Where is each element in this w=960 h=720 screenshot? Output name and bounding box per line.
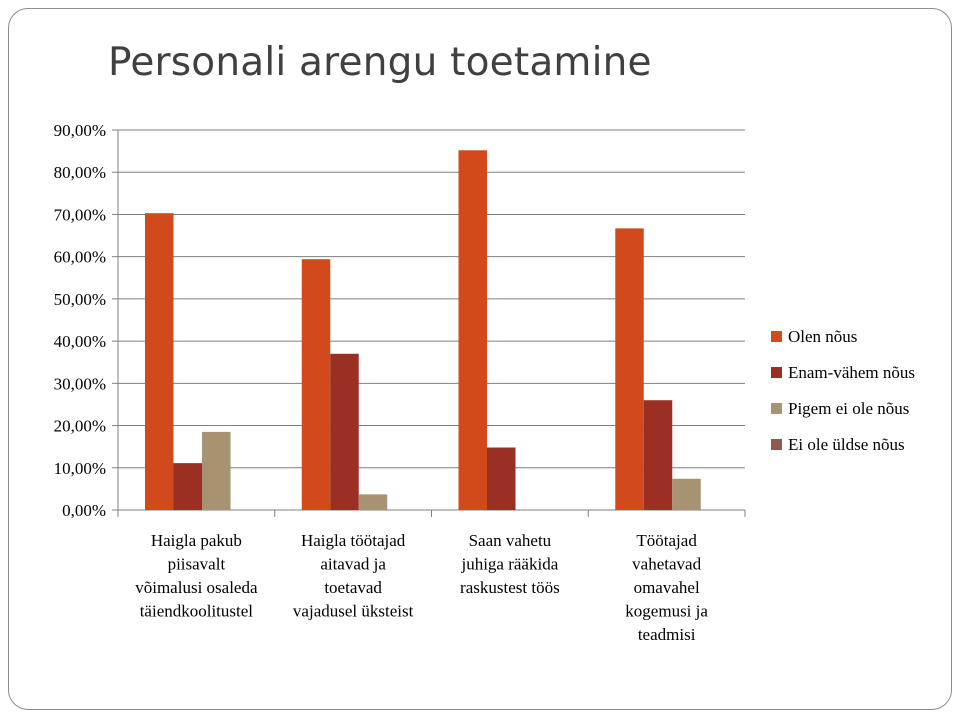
legend-swatch — [771, 331, 782, 342]
y-tick-label: 40,00% — [54, 332, 106, 351]
y-tick-label: 90,00% — [54, 121, 106, 140]
category-label: vahetavad — [632, 555, 701, 574]
category-label: Haigla pakub — [151, 531, 242, 550]
category-label: omavahel — [634, 578, 700, 597]
category-label: täiendkoolitustel — [140, 602, 254, 621]
category-label: Töötajad — [636, 531, 697, 550]
y-tick-label: 80,00% — [54, 163, 106, 182]
legend-swatch — [771, 403, 782, 414]
category-label: aitavad ja — [320, 555, 386, 574]
bar — [202, 431, 231, 510]
category-label: kogemusi ja — [625, 602, 708, 621]
category-label: juhiga rääkida — [460, 555, 558, 574]
category-label: võimalusi osaleda — [135, 578, 258, 597]
legend-label: Enam-vähem nõus — [788, 363, 915, 382]
bar — [672, 478, 701, 510]
bar — [173, 463, 202, 510]
legend-label: Olen nõus — [788, 327, 857, 346]
bar — [358, 494, 388, 510]
y-tick-label: 20,00% — [54, 417, 106, 436]
bar — [643, 400, 673, 510]
bar — [458, 150, 487, 510]
category-label: piisavalt — [168, 555, 226, 574]
legend-swatch — [771, 439, 782, 450]
legend-swatch — [771, 367, 782, 378]
category-label: teadmisi — [638, 625, 696, 644]
category-label: toetavad — [324, 578, 382, 597]
legend-label: Ei ole üldse nõus — [788, 435, 905, 454]
bar — [301, 259, 331, 510]
category-label: Haigla töötajad — [301, 531, 406, 550]
slide-title: Personali arengu toetamine — [108, 40, 652, 85]
bar — [145, 213, 174, 510]
y-tick-label: 0,00% — [62, 501, 106, 520]
y-tick-label: 50,00% — [54, 290, 106, 309]
category-label: vajadusel üksteist — [293, 602, 414, 621]
category-label: raskustest töös — [460, 578, 560, 597]
y-tick-label: 70,00% — [54, 205, 106, 224]
bar — [615, 228, 644, 510]
bar — [330, 353, 359, 510]
y-tick-label: 10,00% — [54, 459, 106, 478]
y-tick-label: 30,00% — [54, 374, 106, 393]
category-label: Saan vahetu — [469, 531, 552, 550]
legend-label: Pigem ei ole nõus — [788, 399, 909, 418]
bar — [487, 447, 516, 510]
y-tick-label: 60,00% — [54, 248, 106, 267]
